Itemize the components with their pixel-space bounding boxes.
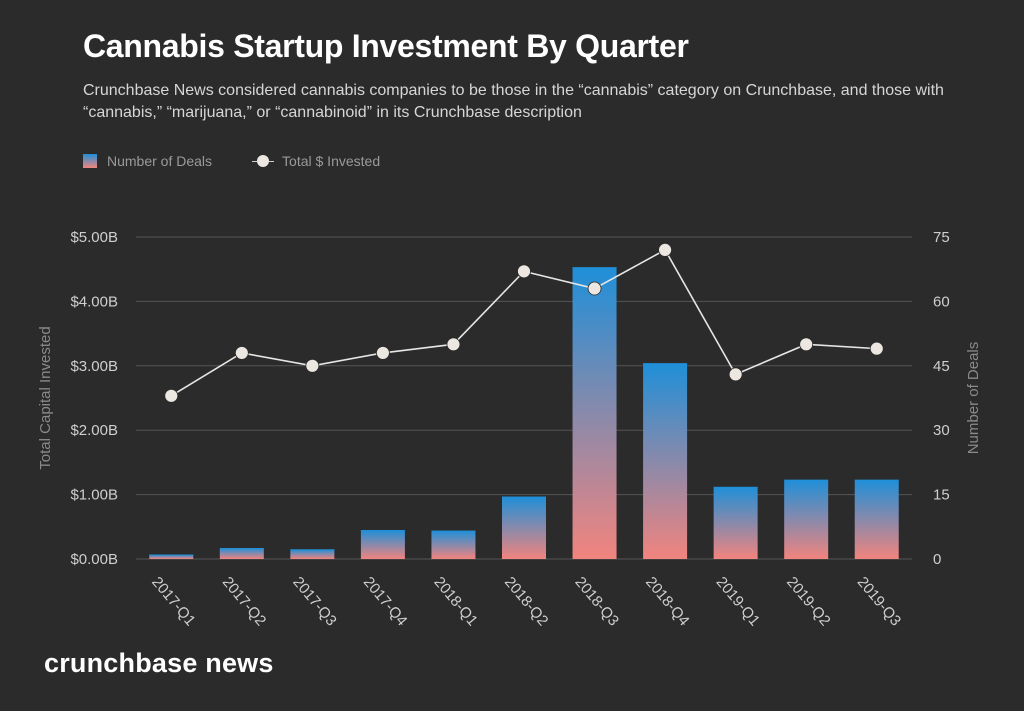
y-left-axis-label: Total Capital Invested	[37, 326, 54, 469]
y-left-tick-label: $2.00B	[70, 422, 118, 439]
x-tick-label: 2019-Q3	[854, 574, 905, 630]
x-tick-label: 2017-Q4	[360, 574, 411, 630]
line-point	[799, 337, 814, 352]
line-point	[728, 367, 743, 382]
bar	[290, 549, 335, 559]
line-point	[658, 242, 672, 257]
line-point	[869, 341, 884, 356]
y-left-tick-label: $1.00B	[70, 487, 118, 504]
y-right-tick-label: 30	[933, 422, 950, 439]
line-series	[164, 242, 884, 403]
legend-item-deals[interactable]: Number of Deals	[83, 153, 212, 169]
x-tick-label: 2017-Q2	[219, 574, 270, 630]
y-right-tick-label: 75	[933, 229, 950, 246]
bar	[219, 548, 264, 559]
y-right-tick-label: 45	[933, 358, 950, 375]
bar	[502, 496, 546, 559]
legend-label-invested: Total $ Invested	[282, 153, 381, 169]
bar	[784, 479, 829, 559]
bar	[149, 554, 194, 559]
y-left-tick-label: $0.00B	[70, 551, 118, 568]
y-left-tick-label: $5.00B	[70, 229, 118, 246]
bar	[643, 363, 688, 559]
x-tick-label: 2018-Q1	[430, 574, 481, 630]
y-right-tick-label: 0	[933, 551, 941, 568]
x-tick-label: 2019-Q2	[783, 574, 834, 630]
x-tick-label: 2019-Q1	[713, 574, 764, 630]
bar	[713, 486, 758, 559]
x-tick-label: 2017-Q3	[289, 574, 340, 630]
y-right-axis-label: Number of Deals	[965, 342, 982, 455]
bar	[572, 267, 617, 559]
x-tick-label: 2018-Q3	[571, 574, 622, 630]
y-right-tick-label: 60	[933, 293, 950, 310]
line-point	[305, 358, 320, 373]
line-point	[164, 388, 179, 403]
chart-subtitle: Crunchbase News considered cannabis comp…	[83, 82, 944, 121]
line-point	[446, 337, 461, 352]
legend: Number of Deals Total $ Invested	[83, 153, 420, 169]
legend-line-marker-icon	[252, 154, 275, 168]
line-point	[376, 346, 390, 360]
x-tick-label: 2017-Q1	[148, 574, 199, 630]
x-tick-label: 2018-Q4	[642, 574, 693, 630]
bar-series	[149, 267, 899, 559]
axes: $0.00B 0 $1.00B 15 $2.00B 30 $3.00B 45 $4.00B 60 $…	[37, 229, 982, 629]
brand-logo: crunchbase news	[44, 648, 274, 678]
line-point	[234, 346, 249, 360]
bar	[431, 530, 476, 559]
x-tick-label: 2018-Q2	[501, 574, 552, 630]
y-right-tick-label: 15	[933, 487, 950, 504]
line-point	[587, 281, 602, 296]
y-left-tick-label: $4.00B	[70, 293, 118, 310]
y-left-tick-label: $3.00B	[70, 358, 118, 375]
legend-bar-swatch-icon	[83, 154, 97, 168]
chart-title: Cannabis Startup Investment By Quarter	[83, 28, 689, 64]
legend-item-invested[interactable]: Total $ Invested	[252, 153, 380, 169]
bar	[360, 530, 405, 559]
bar	[854, 479, 899, 559]
line-point	[517, 264, 531, 279]
legend-label-deals: Number of Deals	[107, 153, 213, 169]
